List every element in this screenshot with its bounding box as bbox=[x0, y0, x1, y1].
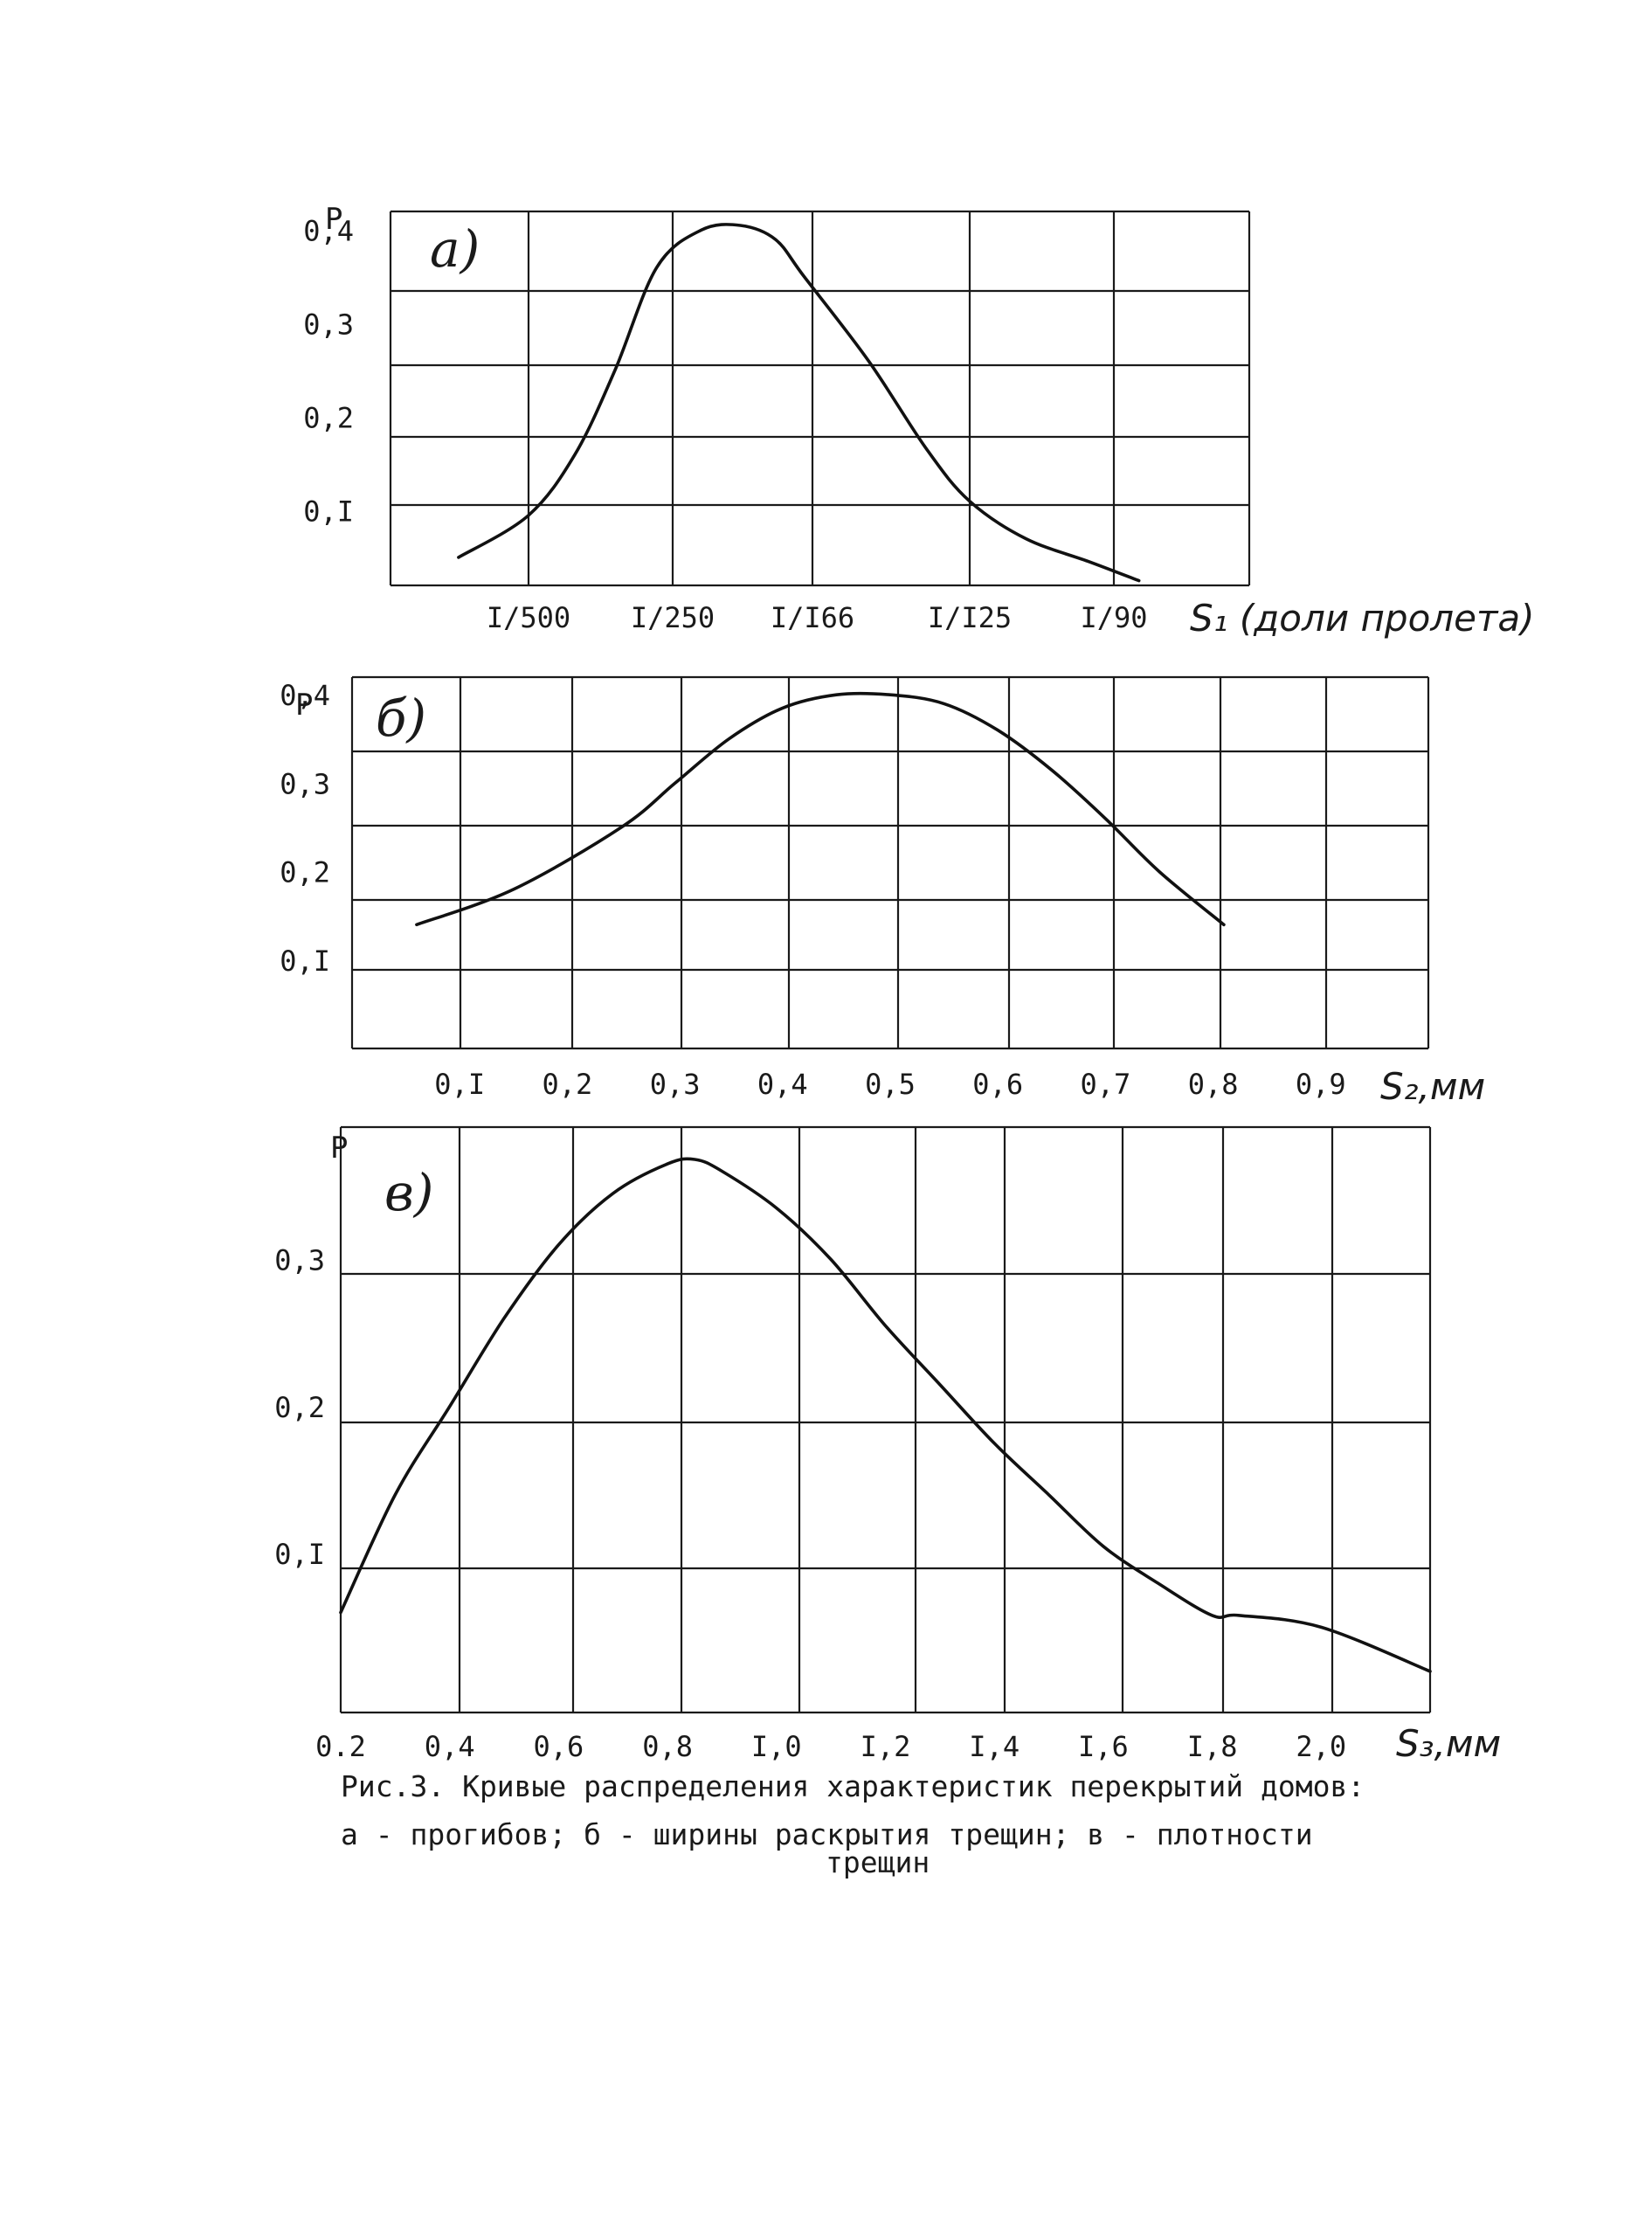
x-tick-label: I,0 bbox=[751, 1730, 802, 1763]
x-tick-label: 0,4 bbox=[757, 1068, 808, 1101]
y-axis-label-c: P bbox=[330, 1131, 348, 1166]
grid-b bbox=[350, 675, 1430, 1050]
y-ticks-c: 0,I 0,2 0,3 bbox=[274, 1244, 325, 1572]
x-tick-label: I,6 bbox=[1078, 1730, 1129, 1763]
x-axis-label-c: S₃,мм bbox=[1396, 1722, 1501, 1765]
x-ticks-b: 0,I 0,2 0,3 0,4 0,5 0,6 0,7 0,8 0,9 bbox=[434, 1068, 1345, 1101]
y-tick-label: 0,2 bbox=[280, 856, 330, 889]
x-tick-label: 0,8 bbox=[642, 1730, 693, 1763]
x-tick-label: I/I25 bbox=[928, 601, 1012, 634]
x-tick-label: I,4 bbox=[969, 1730, 1020, 1763]
chart-panel-b: 0,I 0,2 0,3 0,4 0,I 0,2 0,3 0,4 0,5 0,6 0,7 0,8 0,9… bbox=[280, 675, 1485, 1108]
y-tick-label: 0,I bbox=[280, 944, 330, 978]
x-tick-label: 0,2 bbox=[543, 1068, 593, 1101]
x-tick-label: 2,0 bbox=[1296, 1730, 1346, 1763]
y-tick-label: 0,I bbox=[303, 495, 354, 528]
x-ticks-a: I/500 I/250 I/I66 I/I25 I/90 bbox=[487, 601, 1148, 634]
curve-c bbox=[339, 1157, 1432, 1673]
x-axis-label-b: S₂,мм bbox=[1380, 1065, 1485, 1108]
y-tick-label: 0,2 bbox=[274, 1391, 325, 1424]
y-ticks-a: 0,I 0,2 0,3 0,4 bbox=[303, 214, 354, 528]
x-axis-label-a: S₁ (доли пролета) bbox=[1190, 597, 1535, 640]
grid-a bbox=[389, 210, 1251, 587]
x-ticks-c: 0.2 0,4 0,6 0,8 I,0 I,2 I,4 I,6 I,8 2,0 bbox=[315, 1730, 1346, 1763]
y-tick-label: 0,4 bbox=[280, 679, 330, 712]
figure-caption-line-1: Рис.3. Кривые распределения характеристи… bbox=[341, 1769, 1365, 1803]
x-tick-label: I/500 bbox=[487, 601, 570, 634]
x-tick-label: 0,4 bbox=[425, 1730, 475, 1763]
x-tick-label: 0,7 bbox=[1081, 1068, 1131, 1101]
curve-b bbox=[415, 691, 1226, 927]
x-tick-label: I/90 bbox=[1080, 601, 1147, 634]
x-tick-label: I,2 bbox=[861, 1730, 911, 1763]
x-tick-label: 0,3 bbox=[650, 1068, 701, 1101]
x-tick-label: I/I66 bbox=[771, 601, 854, 634]
panel-label-b: б) bbox=[376, 688, 426, 748]
curve-a bbox=[457, 223, 1141, 583]
y-tick-label: 0,2 bbox=[303, 401, 354, 434]
x-tick-label: 0,8 bbox=[1188, 1068, 1239, 1101]
x-tick-label: 0,9 bbox=[1296, 1068, 1346, 1101]
panel-label-a: а) bbox=[430, 219, 480, 279]
x-tick-label: 0,6 bbox=[972, 1068, 1023, 1101]
y-tick-label: 0,3 bbox=[280, 767, 330, 800]
x-tick-label: I/250 bbox=[631, 601, 715, 634]
x-tick-label: 0,5 bbox=[865, 1068, 916, 1101]
y-tick-label: 0,I bbox=[274, 1538, 325, 1571]
grid-c bbox=[339, 1125, 1432, 1714]
y-tick-label: 0,3 bbox=[303, 308, 354, 341]
y-tick-label: 0,4 bbox=[303, 214, 354, 247]
y-axis-label-a: P bbox=[325, 202, 342, 237]
y-axis-label-b: P bbox=[295, 688, 313, 723]
panel-label-c: в) bbox=[384, 1163, 433, 1222]
y-ticks-b: 0,I 0,2 0,3 0,4 bbox=[280, 679, 330, 978]
x-tick-label: 0.2 bbox=[315, 1730, 366, 1763]
y-tick-label: 0,3 bbox=[274, 1244, 325, 1277]
chart-panel-c: 0,I 0,2 0,3 0.2 0,4 0,6 0,8 I,0 I,2 I,4 I,6 I,8 2,0… bbox=[274, 1125, 1501, 1765]
chart-panel-a: 0,I0,20,30,4 I/500 I/250 I/I66 I/I25 I/90 P … bbox=[303, 202, 1534, 640]
figure-caption-line-2: а - прогибов; б - ширины раскрытия трещи… bbox=[341, 1817, 1313, 1851]
figure-caption-line-3: трещин bbox=[826, 1845, 930, 1879]
x-tick-label: 0,I bbox=[434, 1068, 485, 1101]
x-tick-label: I,8 bbox=[1187, 1730, 1238, 1763]
x-tick-label: 0,6 bbox=[534, 1730, 584, 1763]
